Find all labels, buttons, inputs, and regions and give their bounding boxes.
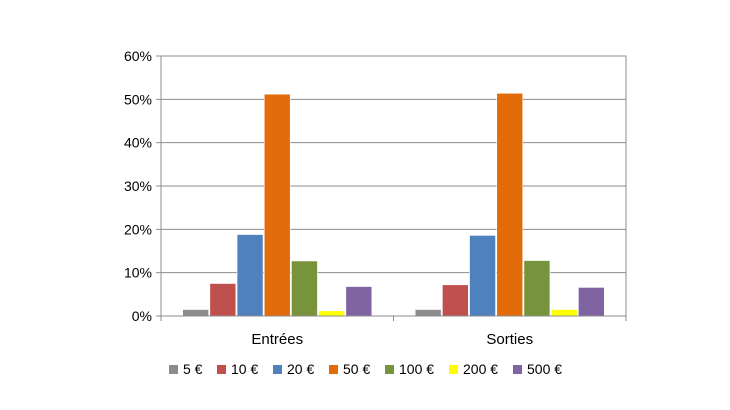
y-tick-label: 0%: [132, 308, 152, 324]
legend-swatch: [217, 365, 226, 374]
legend-swatch: [329, 365, 338, 374]
y-tick-label: 20%: [124, 221, 152, 237]
legend-label: 100 €: [399, 361, 434, 377]
legend-swatch: [449, 365, 458, 374]
bars: [182, 92, 605, 317]
x-category-label: Sorties: [486, 331, 533, 348]
bar-sorties-4: [496, 92, 524, 317]
bar-sorties-1: [414, 309, 442, 317]
y-tick-label: 50%: [124, 91, 152, 107]
x-category-label: Entrées: [251, 331, 303, 348]
y-tick-label: 30%: [124, 178, 152, 194]
legend-label: 5 €: [183, 361, 203, 377]
legend-swatch: [273, 365, 282, 374]
y-tick-label: 40%: [124, 135, 152, 151]
y-axis-ticks: 0% 10% 20% 30% 40% 50% 60%: [124, 48, 161, 324]
bar-sorties-7: [578, 287, 605, 317]
bar-entres-3: [236, 234, 264, 317]
bar-entres-4: [263, 93, 291, 317]
bar-entres-6: [318, 310, 345, 317]
bar-sorties-6: [550, 309, 578, 317]
bar-entres-2: [209, 283, 237, 317]
legend-label: 50 €: [343, 361, 370, 377]
legend-label: 200 €: [463, 361, 498, 377]
y-tick-label: 60%: [124, 48, 152, 64]
legend-label: 500 €: [527, 361, 562, 377]
legend-label: 10 €: [231, 361, 258, 377]
y-tick-label: 10%: [124, 265, 152, 281]
bar-sorties-5: [523, 260, 551, 317]
bar-entres-5: [291, 260, 318, 317]
legend-swatch: [169, 365, 178, 374]
bar-sorties-2: [442, 284, 469, 317]
legend-swatch: [513, 365, 522, 374]
bar-sorties-3: [469, 235, 496, 317]
bar-entres-7: [345, 286, 373, 317]
bar-entres-1: [182, 309, 209, 317]
legend-swatch: [385, 365, 394, 374]
x-axis-ticks: Entrées Sorties: [160, 316, 627, 348]
legend: 5 € 10 € 20 € 50 € 100 € 200 € 500 €: [169, 361, 562, 377]
legend-label: 20 €: [287, 361, 314, 377]
